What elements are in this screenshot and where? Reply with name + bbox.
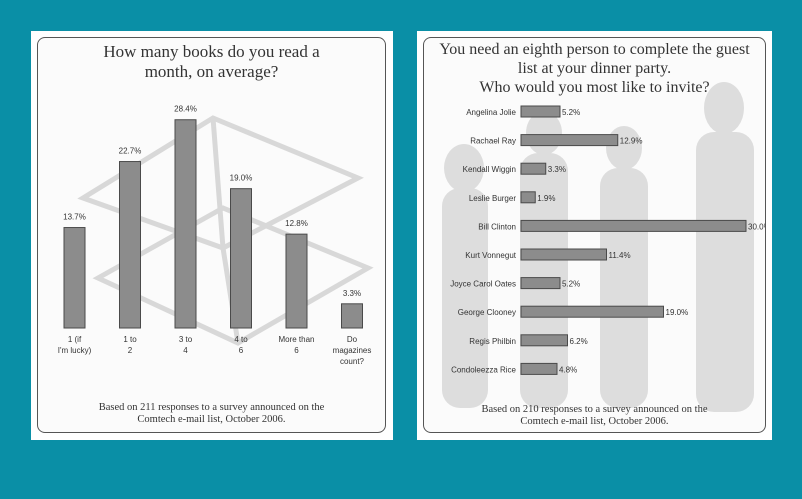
- books-chart-footnote: Based on 211 responses to a survey annou…: [98, 402, 325, 425]
- bar-value-label: 13.7%: [63, 213, 86, 222]
- guest-chart-footnote: Based on 210 responses to a survey annou…: [481, 404, 708, 427]
- bar-value-label: 12.8%: [285, 219, 308, 228]
- category-label: Condoleezza Rice: [451, 365, 516, 374]
- category-label: 3 to 4: [179, 335, 193, 355]
- bar-value-label: 19.0%: [230, 174, 253, 183]
- category-label: Kendall Wiggin: [463, 165, 516, 174]
- books-chart-panel: How many books do you read a month, on a…: [31, 31, 393, 440]
- bar-value-label: 5.2%: [562, 108, 580, 117]
- guest-chart-title: You need an eighth person to complete th…: [439, 41, 750, 96]
- bar-value-label: 11.4%: [609, 251, 631, 260]
- bar-value-label: 30.0%: [748, 222, 765, 231]
- bar: [230, 188, 252, 329]
- bar: [119, 161, 141, 329]
- category-label: 1 (if I'm lucky): [58, 335, 92, 355]
- category-label: More than 6: [278, 335, 314, 355]
- bar: [285, 233, 308, 329]
- guest-chart-card: You need an eighth person to complete th…: [423, 37, 766, 433]
- category-label: Bill Clinton: [478, 222, 516, 231]
- bar: [520, 191, 536, 204]
- bar: [520, 277, 561, 290]
- party-guests-illustration: [442, 82, 754, 412]
- bar: [520, 105, 561, 118]
- bar: [520, 219, 747, 232]
- bar-value-label: 12.9%: [620, 137, 643, 146]
- books-chart-title: How many books do you read a month, on a…: [103, 42, 320, 81]
- bar-value-label: 22.7%: [119, 147, 142, 156]
- category-label: 1 to 2: [123, 335, 137, 355]
- category-label: Kurt Vonnegut: [465, 251, 516, 260]
- books-chart-card: How many books do you read a month, on a…: [37, 37, 386, 433]
- bar: [520, 248, 607, 261]
- bar: [520, 162, 547, 175]
- category-label: 4 to 6: [234, 335, 248, 355]
- bar-value-label: 4.8%: [559, 365, 577, 374]
- bar-value-label: 1.9%: [537, 194, 555, 203]
- bar-value-label: 3.3%: [343, 289, 361, 298]
- bar: [520, 134, 619, 147]
- guest-chart-panel: You need an eighth person to complete th…: [417, 31, 772, 440]
- guest-chart-plot: 5.2% Angelina Jolie 12.9% Rachael Ray 3.3% Ke…: [442, 82, 765, 412]
- category-label: George Clooney: [458, 308, 516, 317]
- bar-value-label: 3.3%: [548, 165, 566, 174]
- bar: [520, 334, 568, 347]
- category-label: Rachael Ray: [470, 137, 516, 146]
- bar: [520, 305, 664, 318]
- category-label: Do magazines count?: [333, 335, 372, 366]
- bar: [63, 227, 86, 329]
- bar-value-label: 5.2%: [562, 280, 580, 289]
- bar-value-label: 6.2%: [570, 337, 588, 346]
- bar: [341, 303, 363, 329]
- category-label: Regis Philbin: [469, 337, 516, 346]
- category-label: Leslie Burger: [469, 194, 516, 203]
- category-label: Joyce Carol Oates: [450, 280, 516, 289]
- bar: [174, 119, 197, 329]
- bar-value-label: 19.0%: [666, 308, 689, 317]
- category-label: Angelina Jolie: [466, 108, 516, 117]
- books-chart-plot: 13.7% 1 (if I'm lucky) 22.7% 1 to 2 28.4% 3 to 4…: [58, 105, 374, 366]
- bar: [520, 362, 558, 375]
- bar-value-label: 28.4%: [174, 105, 197, 114]
